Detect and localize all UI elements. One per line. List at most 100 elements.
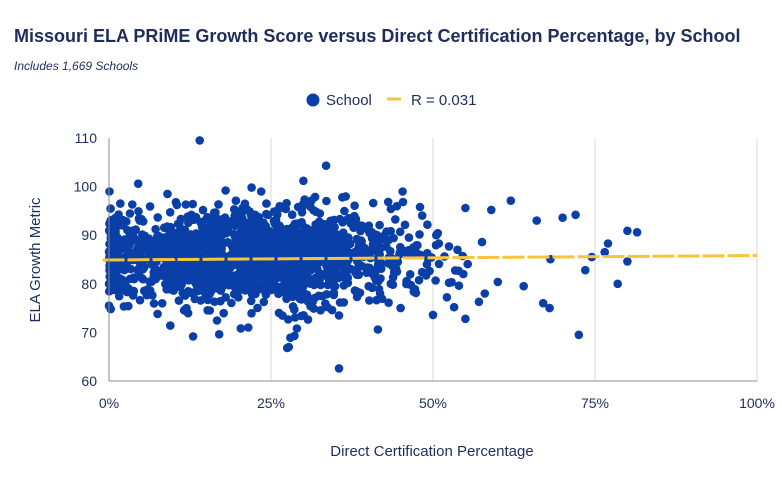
data-point [124,301,133,311]
data-point [246,260,256,270]
data-point [284,288,294,297]
data-point [293,261,303,271]
data-point [333,230,343,240]
data-point [116,199,125,208]
data-point [254,262,264,272]
chart-subtitle: Includes 1,669 Schools [14,59,139,73]
data-point [323,280,333,290]
data-point [203,247,212,257]
data-point [181,200,191,209]
data-point [153,232,162,241]
data-point [232,248,241,258]
data-point [623,257,632,266]
data-point [187,288,196,298]
data-point [134,207,143,216]
data-point [191,242,200,251]
data-point [519,281,528,291]
data-point [149,268,158,277]
data-point [287,210,297,219]
data-point [274,308,284,318]
data-point [532,216,541,225]
data-point [157,299,167,308]
data-point [545,303,554,313]
data-point [253,269,263,278]
data-point [395,227,405,237]
data-point [283,315,293,324]
data-point [326,218,336,227]
data-point [128,200,137,209]
data-point [212,316,222,325]
data-point [414,275,424,285]
data-point [354,263,363,272]
data-point [193,265,203,275]
data-point [214,237,223,246]
data-point [221,186,230,195]
data-point [117,244,126,254]
data-point [163,189,172,199]
data-point [400,220,410,230]
data-point [188,332,198,341]
data-point [160,236,169,245]
data-point [166,222,175,232]
data-point [304,274,314,283]
data-point [213,214,222,224]
data-point [130,234,140,244]
data-point [311,236,320,246]
data-point [399,246,409,256]
x-tick-label: 25% [257,395,285,411]
data-point [269,207,279,216]
data-point [147,277,156,287]
trendline-segment [102,254,758,262]
data-point [321,161,331,170]
data-point [393,257,403,267]
data-point [219,308,228,318]
data-point [151,224,160,234]
data-point [461,314,470,324]
data-point [135,295,145,305]
data-point [442,293,452,302]
data-point [259,218,268,227]
data-point [600,247,609,257]
x-tick-label: 0% [99,395,119,411]
data-point [368,198,378,208]
data-point [179,265,188,275]
y-tick-label: 110 [75,130,98,146]
data-point [382,227,391,236]
data-point [177,280,186,289]
data-point [250,210,260,220]
data-point [188,199,197,209]
data-point [337,258,346,267]
data-point [477,237,487,247]
data-point [306,266,315,275]
y-tick-label: 80 [81,276,97,292]
data-point [141,288,151,297]
data-point [613,279,622,289]
data-point [183,212,193,221]
data-point [237,276,246,286]
data-point [431,276,440,285]
data-point [306,226,315,236]
data-point [252,281,262,290]
data-point [200,265,209,274]
data-point [230,211,239,220]
data-point [174,296,184,305]
data-point [432,230,441,240]
data-point [172,200,182,210]
x-tick-label: 50% [419,395,447,411]
data-points [104,136,642,373]
data-point [279,203,289,213]
data-point [230,271,240,280]
y-tick-label: 90 [81,227,97,243]
axes: 0% 25% 50% 75% 100% 60 70 80 90 100 110 [74,130,775,411]
data-point [278,287,287,297]
data-point [305,198,315,208]
data-point [444,278,454,288]
data-point [374,276,383,286]
data-point [118,263,127,272]
data-point [236,324,246,333]
data-point [247,229,256,238]
data-point [415,230,424,239]
data-point [352,292,362,302]
data-point [133,179,143,188]
data-point [391,264,401,274]
